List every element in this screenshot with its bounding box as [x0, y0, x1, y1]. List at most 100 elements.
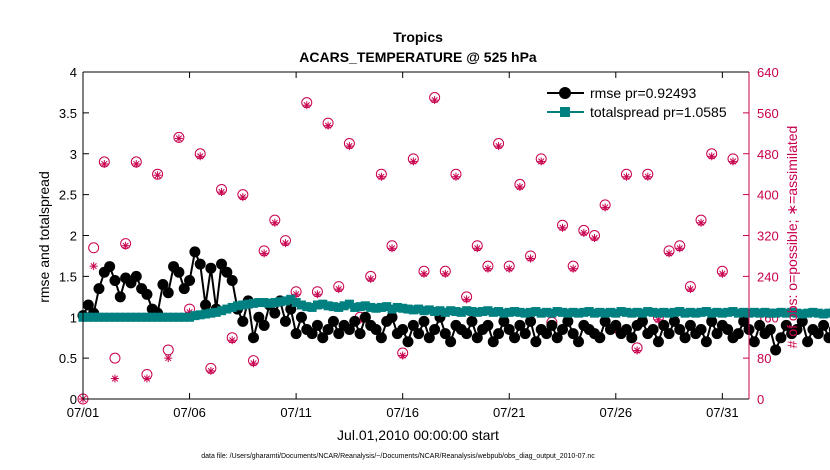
totalspread-point — [302, 302, 312, 312]
totalspread-point — [584, 307, 594, 317]
asterisk-stroke — [516, 183, 524, 191]
totalspread-point — [323, 301, 333, 311]
y-tick-label: 3 — [70, 147, 77, 162]
asterisk-stroke — [442, 270, 449, 277]
rmse-point — [567, 328, 579, 340]
totalspread-point — [483, 306, 493, 316]
obs-assimilated-point — [206, 366, 215, 375]
totalspread-point — [355, 302, 365, 312]
totalspread-point — [121, 312, 131, 322]
totalspread-point — [296, 300, 306, 310]
obs-assimilated-point — [174, 134, 183, 143]
obs-assimilated-point — [409, 157, 418, 166]
rmse-point — [679, 332, 691, 344]
totalspread-point — [99, 312, 109, 322]
rmse-line — [82, 248, 830, 353]
totalspread-point — [717, 308, 727, 318]
rmse-point — [253, 311, 265, 323]
totalspread-point — [621, 307, 631, 317]
totalspread-point — [233, 301, 243, 311]
totalspread-point — [264, 298, 274, 308]
asterisk-stroke — [644, 173, 651, 180]
asterisk-stroke — [633, 347, 641, 354]
asterisk-stroke — [346, 142, 353, 150]
totalspread-point — [398, 303, 408, 313]
rmse-point — [647, 324, 659, 336]
rmse-point — [674, 324, 686, 336]
asterisk-stroke — [687, 285, 694, 293]
totalspread-point — [312, 300, 322, 310]
y-tick-label: 1 — [70, 310, 77, 325]
legend-spread-label: totalspread pr=1.0585 — [590, 104, 727, 120]
totalspread-point — [387, 304, 397, 314]
y-tick-label: 1.5 — [59, 269, 77, 284]
rmse-point — [216, 258, 228, 270]
rmse-point — [205, 262, 217, 274]
totalspread-point — [248, 298, 258, 308]
totalspread-point — [558, 307, 568, 317]
asterisk-stroke — [580, 229, 587, 237]
obs-assimilated-point — [665, 249, 674, 258]
asterisk-stroke — [410, 158, 417, 165]
rmse-point — [429, 324, 441, 336]
rmse-point — [178, 283, 190, 295]
asterisk-stroke — [591, 234, 598, 242]
totalspread-point — [728, 307, 738, 317]
rmse-point — [423, 332, 435, 344]
totalspread-point — [627, 308, 637, 318]
totalspread-point — [824, 308, 830, 318]
rmse-point — [397, 324, 409, 336]
asterisk-stroke — [335, 285, 342, 293]
asterisk-stroke — [367, 275, 374, 283]
rmse-point — [503, 324, 515, 336]
asterisk-stroke — [399, 352, 406, 359]
totalspread-point — [605, 307, 615, 317]
x-tick-label: 07/26 — [600, 405, 633, 420]
totalspread-point — [589, 308, 599, 318]
obs-assimilated-point — [238, 193, 247, 202]
totalspread-point — [403, 304, 413, 314]
rmse-point — [306, 328, 318, 340]
rmse-point — [738, 315, 750, 327]
totalspread-point — [350, 302, 360, 312]
obs-assimilated-point — [633, 346, 642, 355]
rmse-point — [290, 328, 302, 340]
totalspread-point — [542, 307, 552, 317]
rmse-point — [109, 274, 121, 286]
rmse-point — [780, 319, 792, 331]
totalspread-point — [451, 307, 461, 317]
asterisk-stroke — [282, 240, 289, 247]
obs-assimilated-point — [398, 351, 407, 360]
totalspread-point — [669, 307, 679, 317]
y-tick-label: 0 — [70, 392, 77, 407]
obs-assimilated-point — [686, 285, 695, 294]
rmse-point — [157, 279, 169, 291]
totalspread-point — [318, 299, 328, 309]
obs-assimilated-point — [260, 249, 269, 258]
totalspread-point — [643, 307, 653, 317]
totalspread-point — [414, 304, 424, 314]
rmse-point — [551, 332, 563, 344]
obs-assimilated-point — [313, 290, 322, 299]
legend-spread-marker — [560, 107, 570, 117]
totalspread-point — [510, 307, 520, 317]
totalspread-point — [83, 312, 93, 322]
rmse-point — [269, 307, 281, 319]
y2-axis-label: # of obs: o=possible; ∗=assimilated — [784, 126, 800, 349]
y2-tick-label: 0 — [757, 392, 764, 407]
rmse-point — [509, 332, 521, 344]
x-tick-label: 07/01 — [67, 405, 100, 420]
totalspread-point — [270, 298, 280, 308]
obs-assimilated-point — [590, 234, 599, 243]
totalspread-point — [291, 298, 301, 308]
totalspread-point — [360, 301, 370, 311]
obs-assimilated-point — [110, 374, 119, 383]
rmse-point — [802, 336, 814, 348]
totalspread-point — [712, 307, 722, 317]
totalspread-point — [701, 307, 711, 317]
totalspread-point — [147, 312, 157, 322]
obs-assimilated-point — [569, 264, 578, 273]
rmse-point — [184, 274, 196, 286]
obs-assimilated-point — [622, 172, 631, 181]
rmse-point — [668, 315, 680, 327]
